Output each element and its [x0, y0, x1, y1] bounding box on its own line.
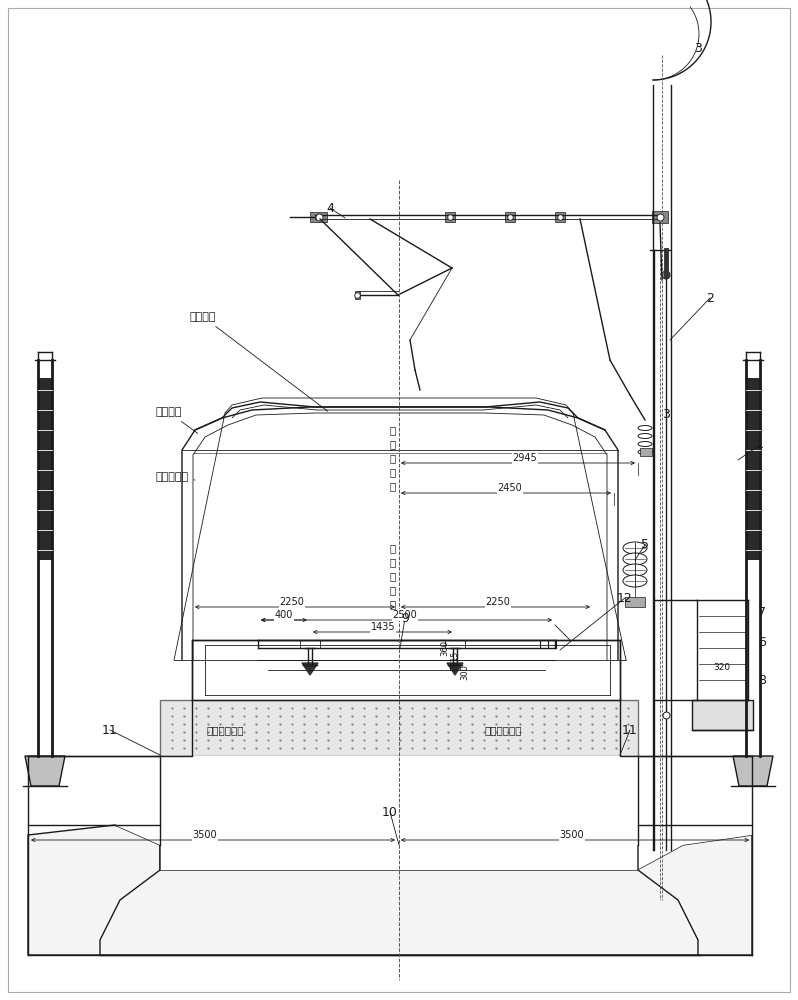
- Text: 车辆轮廓线: 车辆轮廓线: [155, 472, 195, 482]
- Ellipse shape: [623, 553, 647, 565]
- Text: 行车方向左侧: 行车方向左侧: [206, 725, 243, 735]
- Polygon shape: [692, 700, 753, 730]
- Text: 7: 7: [758, 605, 766, 618]
- Polygon shape: [160, 700, 638, 756]
- Text: 路: 路: [390, 557, 396, 567]
- Text: 1: 1: [756, 438, 764, 452]
- Polygon shape: [746, 378, 760, 560]
- Text: 2250: 2250: [485, 597, 511, 607]
- Polygon shape: [640, 448, 652, 456]
- Ellipse shape: [623, 564, 647, 576]
- Polygon shape: [115, 756, 752, 870]
- Text: 2250: 2250: [279, 597, 305, 607]
- Text: 11: 11: [622, 724, 638, 736]
- Text: 4: 4: [326, 202, 334, 215]
- Text: 3500: 3500: [192, 830, 217, 840]
- Text: 8: 8: [758, 674, 766, 686]
- Text: 中: 中: [390, 571, 396, 581]
- Text: 3: 3: [694, 41, 702, 54]
- Text: 2500: 2500: [393, 610, 417, 620]
- Text: 线: 线: [390, 543, 396, 553]
- Text: 12: 12: [617, 591, 633, 604]
- Text: 1435: 1435: [371, 622, 395, 632]
- Text: 线: 线: [390, 599, 396, 609]
- Polygon shape: [505, 212, 515, 222]
- Text: 300: 300: [460, 664, 469, 680]
- Polygon shape: [310, 212, 327, 222]
- Text: 心: 心: [390, 585, 396, 595]
- Text: 2450: 2450: [498, 483, 523, 493]
- Polygon shape: [445, 212, 455, 222]
- Text: 400: 400: [275, 610, 293, 620]
- Text: 中: 中: [390, 453, 396, 463]
- Text: 9: 9: [401, 611, 409, 624]
- Ellipse shape: [662, 271, 670, 279]
- Text: 车辆限界: 车辆限界: [155, 407, 198, 433]
- Polygon shape: [733, 756, 773, 786]
- Text: 5: 5: [641, 538, 649, 552]
- Text: 心: 心: [390, 467, 396, 477]
- Ellipse shape: [623, 575, 647, 587]
- Text: 10: 10: [382, 806, 398, 818]
- Text: 360: 360: [440, 640, 449, 656]
- Polygon shape: [25, 756, 65, 786]
- Polygon shape: [652, 211, 668, 223]
- Polygon shape: [625, 597, 645, 607]
- Text: 6: 6: [758, 637, 766, 650]
- Polygon shape: [28, 825, 752, 955]
- Text: 3: 3: [662, 408, 670, 422]
- Polygon shape: [38, 378, 52, 560]
- Text: 2: 2: [706, 292, 714, 304]
- Text: 11: 11: [102, 724, 118, 736]
- Ellipse shape: [623, 542, 647, 554]
- Text: 2945: 2945: [512, 453, 537, 463]
- Text: 2015: 2015: [451, 650, 460, 670]
- Text: 线: 线: [390, 425, 396, 435]
- Text: 路: 路: [390, 439, 396, 449]
- Text: 线: 线: [390, 481, 396, 491]
- Text: 设备限界: 设备限界: [190, 312, 328, 411]
- Polygon shape: [302, 663, 318, 675]
- Polygon shape: [355, 291, 360, 299]
- Text: 320: 320: [713, 664, 730, 672]
- Text: 行车方向右侧: 行车方向右侧: [484, 725, 522, 735]
- Text: 3500: 3500: [559, 830, 584, 840]
- Polygon shape: [447, 663, 463, 675]
- Polygon shape: [555, 212, 565, 222]
